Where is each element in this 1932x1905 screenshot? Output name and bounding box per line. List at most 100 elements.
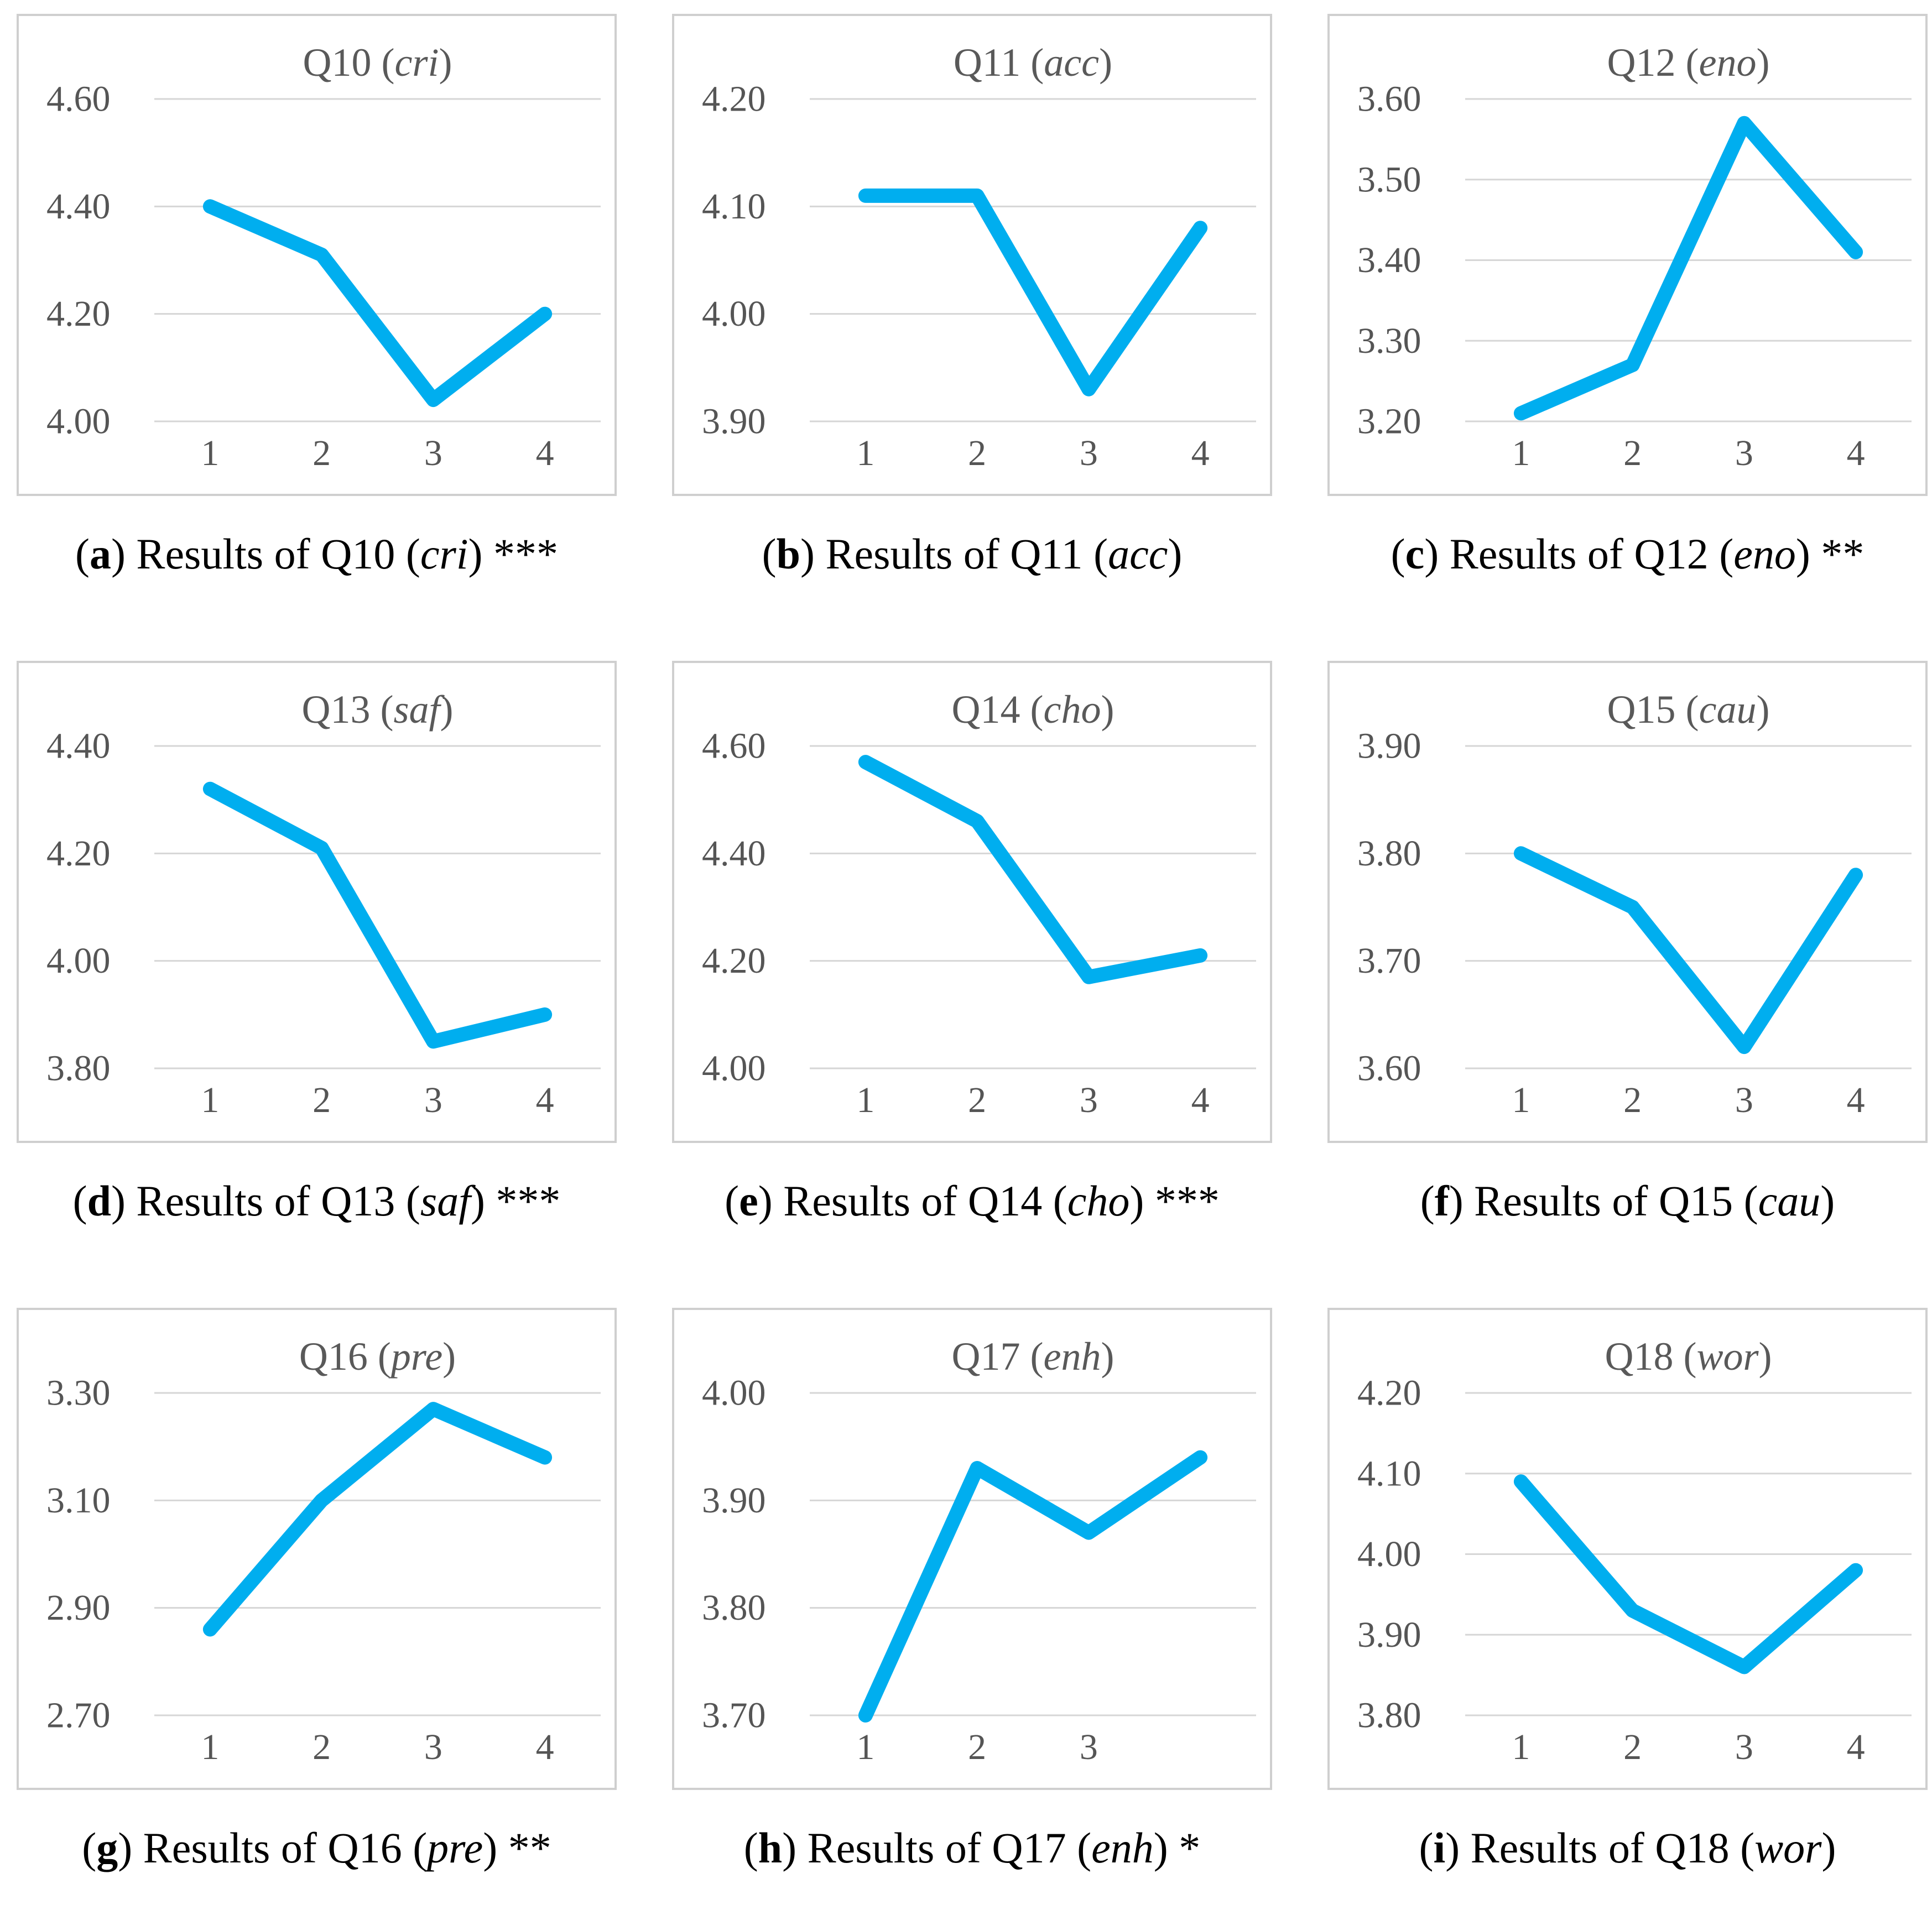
data-series-line xyxy=(202,199,553,408)
chart-title-close: ) xyxy=(1101,687,1114,732)
panel-caption-b: (b) Results of Q11 (acc) xyxy=(762,530,1183,578)
x-axis-tick-label: 1 xyxy=(856,1727,874,1767)
y-axis-tick-label: 4.00 xyxy=(46,941,111,981)
y-axis-tick-label: 4.00 xyxy=(46,401,111,442)
chart-box-q14: Q14 (cho) 4.60 4.40 4.20 4.00 1 2 3 4 xyxy=(672,660,1272,1143)
caption-abbr: enh xyxy=(1091,1823,1154,1872)
x-axis-tick-label: 3 xyxy=(424,1080,442,1120)
x-axis-tick-label: 2 xyxy=(968,1727,986,1767)
chart-title: Q16 (pre) xyxy=(299,1334,456,1379)
x-axis-tick-label: 2 xyxy=(313,433,331,473)
x-axis-tick-label: 2 xyxy=(968,433,986,473)
chart-title-close: ) xyxy=(1101,1334,1114,1379)
line-chart-q10: Q10 (cri) 4.60 4.40 4.20 4.00 1 2 3 4 xyxy=(46,40,601,473)
chart-panel-d: Q13 (saf) 4.40 4.20 4.00 3.80 1 2 3 4 (d) Results… xyxy=(17,660,617,1225)
chart-title: Q10 (cri) xyxy=(303,40,452,85)
y-axis-tick-label: 4.00 xyxy=(702,1372,766,1413)
x-axis-tick-label: 3 xyxy=(1735,1727,1753,1767)
caption-panel-letter: f xyxy=(1434,1176,1449,1225)
x-axis-tick-label: 4 xyxy=(1847,1080,1865,1120)
x-axis-tick-label: 2 xyxy=(968,1080,986,1120)
y-axis-tick-label: 4.40 xyxy=(46,186,111,227)
chart-title-abbr: enh xyxy=(1044,1334,1101,1379)
chart-title-abbr: pre xyxy=(388,1334,442,1379)
data-series-line xyxy=(858,188,1208,396)
chart-title-question: Q15 ( xyxy=(1607,687,1699,732)
chart-panel-g: Q16 (pre) 3.30 3.10 2.90 2.70 1 2 3 4 (g) Results… xyxy=(17,1307,617,1872)
y-axis-tick-label: 4.00 xyxy=(702,294,766,334)
line-chart-q15: Q15 (cau) 3.90 3.80 3.70 3.60 1 2 3 4 xyxy=(1357,687,1912,1120)
x-axis-tick-label: 4 xyxy=(536,1080,554,1120)
caption-panel-letter: g xyxy=(96,1823,118,1872)
chart-title-abbr: cau xyxy=(1699,687,1757,732)
x-axis-tick-label: 3 xyxy=(1080,1727,1098,1767)
caption-panel-letter: i xyxy=(1433,1823,1446,1872)
panel-caption-d: (d) Results of Q13 (saf) *** xyxy=(72,1176,561,1225)
panel-caption-c: (c) Results of Q12 (eno) ** xyxy=(1391,530,1865,578)
chart-title-close: ) xyxy=(439,40,452,85)
chart-title: Q17 (enh) xyxy=(952,1334,1115,1379)
y-axis-tick-label: 3.90 xyxy=(702,1480,766,1520)
caption-panel-letter: a xyxy=(89,530,111,578)
y-axis-tick-label: 2.70 xyxy=(46,1695,111,1735)
caption-abbr: cri xyxy=(420,530,468,578)
y-axis-tick-label: 3.90 xyxy=(702,401,766,442)
chart-title: Q18 (wor) xyxy=(1605,1334,1772,1379)
chart-box-q13: Q13 (saf) 4.40 4.20 4.00 3.80 1 2 3 4 xyxy=(17,660,617,1143)
caption-abbr: eno xyxy=(1733,530,1796,578)
caption-abbr: acc xyxy=(1108,530,1168,578)
chart-panel-e: Q14 (cho) 4.60 4.40 4.20 4.00 1 2 3 4 (e) Results… xyxy=(672,660,1272,1225)
y-axis-tick-label: 4.20 xyxy=(1357,1372,1421,1413)
x-axis-tick-label: 3 xyxy=(1080,1080,1098,1120)
caption-abbr: wor xyxy=(1754,1823,1822,1872)
x-axis-tick-label: 4 xyxy=(1847,433,1865,473)
line-chart-q18: Q18 (wor) 4.20 4.10 4.00 3.90 3.80 1 2 3 4 xyxy=(1357,1334,1912,1767)
chart-title-question: Q16 ( xyxy=(299,1334,391,1379)
x-axis-tick-label: 4 xyxy=(536,1727,554,1767)
chart-title-abbr: cho xyxy=(1044,687,1101,732)
x-axis-tick-label: 2 xyxy=(313,1727,331,1767)
chart-title: Q15 (cau) xyxy=(1607,687,1770,732)
y-axis-tick-label: 4.60 xyxy=(46,79,111,119)
line-chart-q13: Q13 (saf) 4.40 4.20 4.00 3.80 1 2 3 4 xyxy=(46,687,601,1120)
panel-caption-g: (g) Results of Q16 (pre) ** xyxy=(82,1823,551,1872)
y-axis-tick-label: 4.20 xyxy=(46,833,111,874)
x-axis-tick-label: 3 xyxy=(424,433,442,473)
x-axis-tick-label: 2 xyxy=(1623,433,1642,473)
x-axis-tick-label: 1 xyxy=(856,433,874,473)
y-axis-tick-label: 4.20 xyxy=(702,79,766,119)
y-axis-tick-label: 3.80 xyxy=(46,1048,111,1088)
chart-title-abbr: acc xyxy=(1044,40,1099,85)
x-axis-tick-label: 2 xyxy=(1623,1727,1642,1767)
y-axis-tick-label: 3.60 xyxy=(1357,1048,1421,1088)
chart-title-question: Q13 ( xyxy=(302,687,394,732)
line-chart-q14: Q14 (cho) 4.60 4.40 4.20 4.00 1 2 3 4 xyxy=(702,687,1256,1120)
x-axis-tick-label: 1 xyxy=(201,1727,219,1767)
line-chart-q17: Q17 (enh) 4.00 3.90 3.80 3.70 1 2 3 xyxy=(702,1334,1256,1767)
y-axis-tick-label: 3.80 xyxy=(702,1588,766,1628)
y-axis-tick-label: 3.10 xyxy=(46,1480,111,1520)
y-axis-tick-label: 3.80 xyxy=(1357,1695,1421,1735)
y-axis-tick-label: 3.90 xyxy=(1357,726,1421,766)
data-series-line xyxy=(1513,116,1863,421)
chart-title-question: Q17 ( xyxy=(952,1334,1044,1379)
chart-title-close: ) xyxy=(1756,40,1769,85)
line-chart-q12: Q12 (eno) 3.60 3.50 3.40 3.30 3.20 1 2 3 4 xyxy=(1357,40,1912,473)
chart-panel-b: Q11 (acc) 4.20 4.10 4.00 3.90 1 2 3 4 (b) Results… xyxy=(672,14,1272,578)
data-series-line xyxy=(858,754,1208,984)
chart-title: Q14 (cho) xyxy=(952,687,1115,732)
data-series-line xyxy=(202,1401,553,1637)
chart-panel-a: Q10 (cri) 4.60 4.40 4.20 4.00 1 2 3 4 (a) Results… xyxy=(17,14,617,578)
panel-caption-h: (h) Results of Q17 (enh) * xyxy=(743,1823,1201,1872)
chart-box-q11: Q11 (acc) 4.20 4.10 4.00 3.90 1 2 3 4 xyxy=(672,14,1272,496)
caption-abbr: cau xyxy=(1758,1176,1821,1225)
x-axis-tick-label: 1 xyxy=(201,433,219,473)
y-axis-tick-label: 4.40 xyxy=(702,833,766,874)
chart-title-question: Q18 ( xyxy=(1605,1334,1696,1379)
y-axis-tick-label: 4.40 xyxy=(46,726,111,766)
panel-caption-a: (a) Results of Q10 (cri) *** xyxy=(75,530,559,578)
x-axis-tick-label: 1 xyxy=(201,1080,219,1120)
x-axis-tick-label: 2 xyxy=(313,1080,331,1120)
y-axis-tick-label: 4.20 xyxy=(702,941,766,981)
